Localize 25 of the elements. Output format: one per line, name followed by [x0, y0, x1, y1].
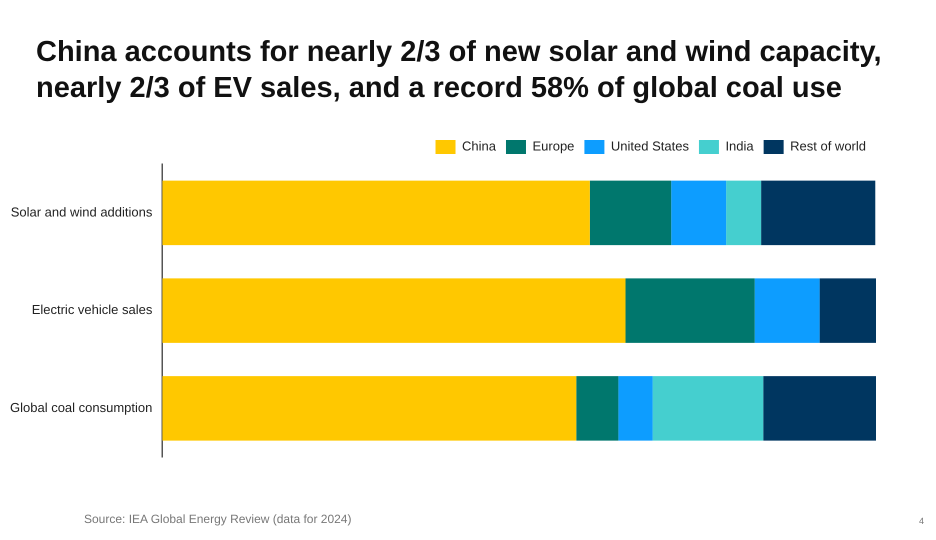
source-note: Source: IEA Global Energy Review (data for 2024)	[84, 512, 352, 526]
bar	[763, 376, 876, 441]
legend-label: China	[462, 138, 497, 154]
bar	[162, 278, 626, 343]
bar	[162, 180, 590, 246]
bar	[576, 376, 618, 441]
y-tick-label: Global coal consumption	[10, 400, 152, 415]
legend-label: Europe	[532, 138, 574, 154]
bar	[590, 180, 672, 246]
legend-label: Rest of world	[790, 138, 866, 154]
y-tick-label: Solar and wind additions	[10, 204, 153, 220]
bar	[652, 376, 764, 441]
bar	[820, 278, 876, 343]
legend-label: India	[725, 138, 754, 154]
legend-label: United States	[610, 138, 690, 154]
bar	[626, 278, 755, 343]
y-tick-label: Electric vehicle sales	[32, 302, 153, 318]
bar	[162, 376, 576, 441]
chart-title: China accounts for nearly 2/3 of new solar and wind capacity, nearly 2/3 of EV sales, and a record 58% of global coal use	[36, 35, 883, 106]
bar	[726, 180, 762, 246]
bar	[618, 376, 653, 441]
text: 4	[918, 516, 924, 526]
bar	[754, 278, 820, 343]
bar	[671, 180, 726, 246]
bar	[761, 180, 876, 246]
